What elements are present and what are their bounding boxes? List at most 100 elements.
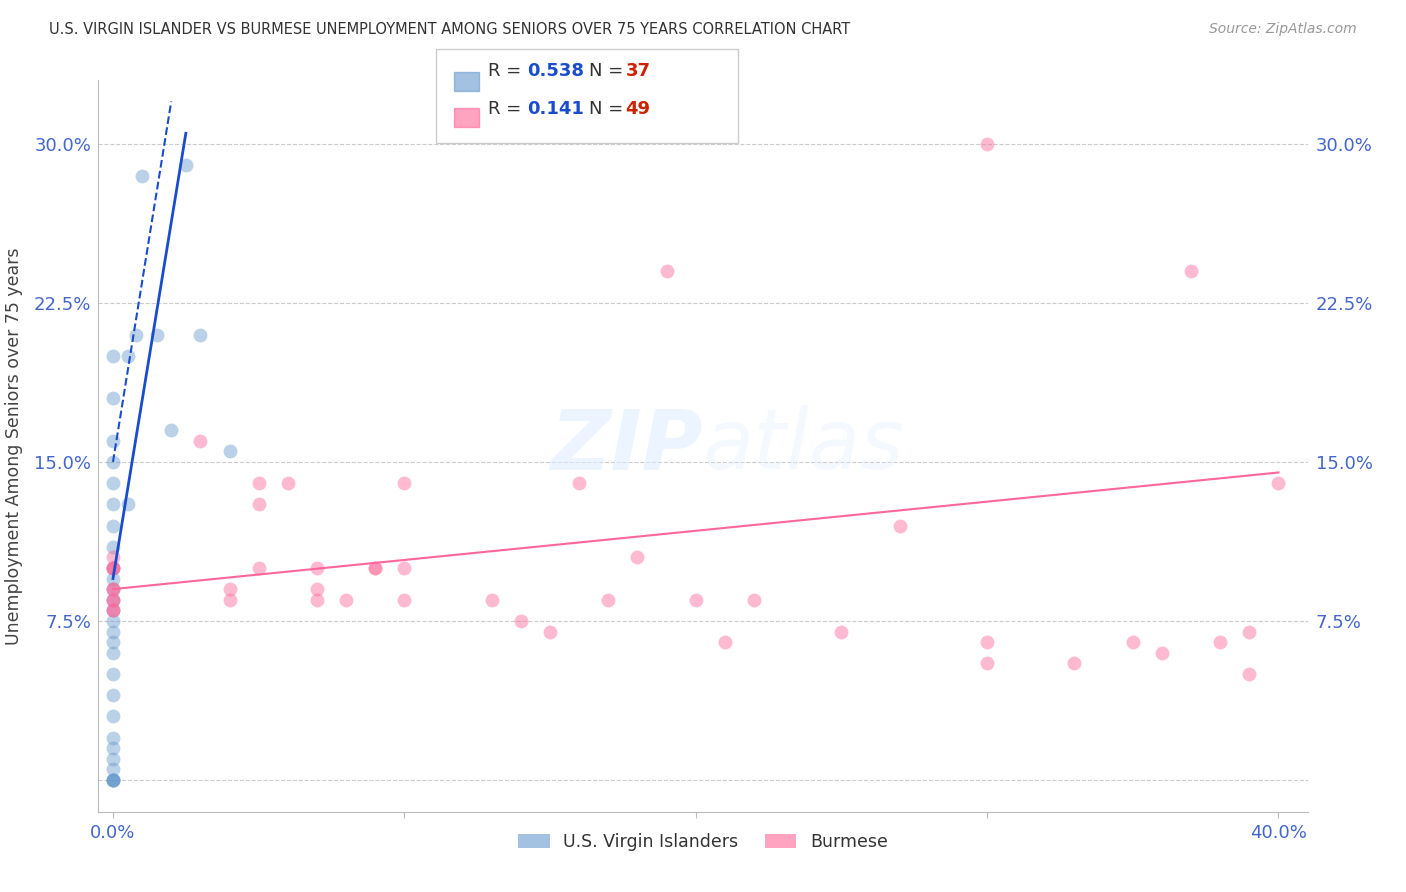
Point: [305, 561, 328, 575]
Text: Source: ZipAtlas.com: Source: ZipAtlas.com: [1209, 22, 1357, 37]
Point: [481, 592, 503, 607]
Point: [889, 518, 911, 533]
Point: [509, 614, 531, 628]
Point: [830, 624, 852, 639]
Point: [364, 561, 387, 575]
Point: [1209, 635, 1232, 649]
Point: [101, 603, 124, 617]
Point: [145, 327, 167, 342]
Point: [247, 561, 270, 575]
Point: [568, 476, 591, 491]
Point: [117, 349, 139, 363]
Point: [101, 667, 124, 681]
Point: [305, 582, 328, 596]
Text: atlas: atlas: [703, 406, 904, 486]
Point: [101, 540, 124, 554]
Point: [1150, 646, 1173, 660]
Point: [101, 572, 124, 586]
Text: ZIP: ZIP: [550, 406, 703, 486]
Text: R =: R =: [488, 62, 527, 80]
Text: 0.538: 0.538: [527, 62, 585, 80]
Point: [101, 592, 124, 607]
Point: [160, 423, 183, 437]
Point: [190, 327, 212, 342]
Point: [101, 741, 124, 756]
Point: [101, 731, 124, 745]
Point: [101, 772, 124, 787]
Point: [101, 561, 124, 575]
Point: [277, 476, 299, 491]
Point: [218, 444, 240, 458]
Point: [101, 624, 124, 639]
Point: [101, 497, 124, 511]
Point: [714, 635, 737, 649]
Point: [1063, 657, 1085, 671]
Point: [101, 772, 124, 787]
Point: [976, 136, 998, 151]
Point: [190, 434, 212, 448]
Point: [364, 561, 387, 575]
Text: U.S. VIRGIN ISLANDER VS BURMESE UNEMPLOYMENT AMONG SENIORS OVER 75 YEARS CORRELA: U.S. VIRGIN ISLANDER VS BURMESE UNEMPLOY…: [49, 22, 851, 37]
Point: [685, 592, 707, 607]
Point: [101, 392, 124, 406]
Point: [335, 592, 357, 607]
Point: [538, 624, 561, 639]
Point: [626, 550, 648, 565]
Point: [101, 592, 124, 607]
Point: [101, 752, 124, 766]
Point: [1239, 624, 1261, 639]
Point: [101, 603, 124, 617]
Point: [101, 455, 124, 469]
Point: [131, 169, 153, 183]
Text: 37: 37: [626, 62, 651, 80]
Point: [101, 550, 124, 565]
Point: [101, 582, 124, 596]
Point: [394, 476, 416, 491]
Point: [1122, 635, 1144, 649]
Text: 0.141: 0.141: [527, 100, 583, 118]
Point: [101, 561, 124, 575]
Point: [101, 518, 124, 533]
Point: [305, 592, 328, 607]
Point: [247, 476, 270, 491]
Point: [101, 582, 124, 596]
Point: [101, 635, 124, 649]
Point: [1267, 476, 1289, 491]
Y-axis label: Unemployment Among Seniors over 75 years: Unemployment Among Seniors over 75 years: [6, 247, 22, 645]
Point: [598, 592, 620, 607]
Point: [976, 635, 998, 649]
Text: N =: N =: [589, 100, 628, 118]
Legend: U.S. Virgin Islanders, Burmese: U.S. Virgin Islanders, Burmese: [512, 826, 894, 858]
Point: [218, 582, 240, 596]
Point: [101, 561, 124, 575]
Point: [101, 603, 124, 617]
Point: [394, 561, 416, 575]
Text: R =: R =: [488, 100, 533, 118]
Point: [174, 158, 197, 172]
Point: [1239, 667, 1261, 681]
Point: [101, 434, 124, 448]
Point: [394, 592, 416, 607]
Text: N =: N =: [589, 62, 628, 80]
Point: [742, 592, 765, 607]
Point: [101, 772, 124, 787]
Point: [101, 592, 124, 607]
Point: [101, 646, 124, 660]
Point: [101, 709, 124, 723]
Point: [101, 561, 124, 575]
Point: [101, 614, 124, 628]
Point: [117, 497, 139, 511]
Point: [218, 592, 240, 607]
Text: 49: 49: [626, 100, 651, 118]
Point: [101, 582, 124, 596]
Point: [101, 762, 124, 776]
Point: [101, 476, 124, 491]
Point: [1180, 264, 1202, 278]
Point: [655, 264, 678, 278]
Point: [976, 657, 998, 671]
Point: [125, 327, 148, 342]
Point: [101, 688, 124, 702]
Point: [101, 349, 124, 363]
Point: [247, 497, 270, 511]
Point: [101, 772, 124, 787]
